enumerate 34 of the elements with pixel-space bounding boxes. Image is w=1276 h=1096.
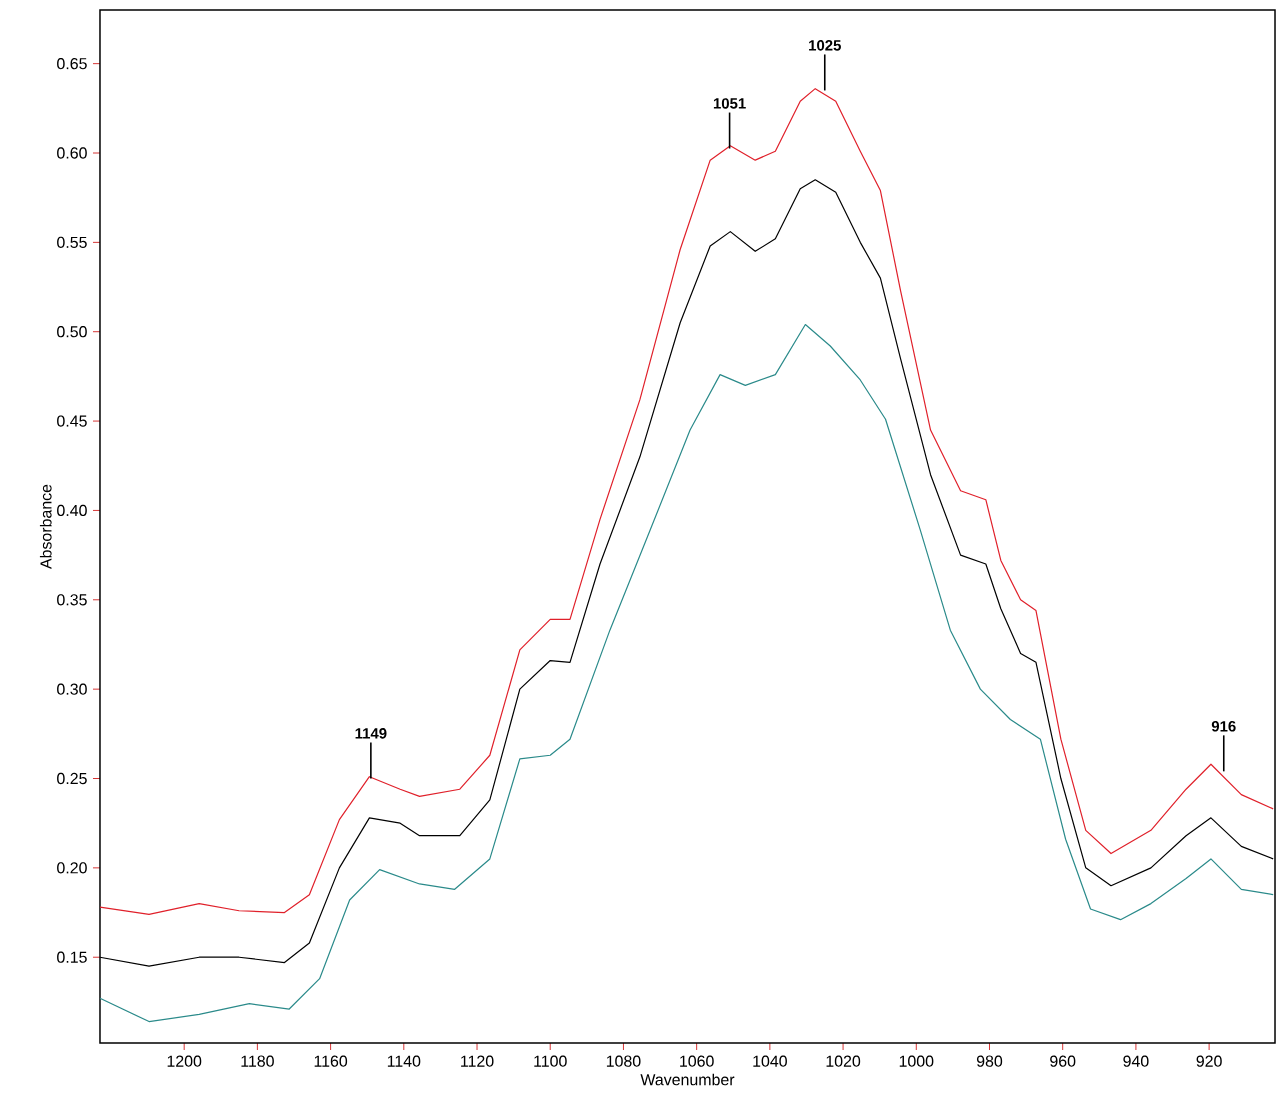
x-tick-label: 940	[1123, 1055, 1149, 1067]
y-tick-label: 0.35	[57, 594, 87, 606]
y-tick-label: 0.60	[57, 147, 87, 159]
x-axis-title: Wavenumber	[640, 1073, 735, 1086]
annotation: 1025	[809, 40, 841, 51]
annotation: 916	[1211, 720, 1236, 732]
x-tick-label: 1060	[680, 1055, 714, 1067]
x-tick-label: 980	[976, 1055, 1003, 1067]
y-tick-label: 0.30	[57, 683, 87, 695]
x-tick-label: 1100	[534, 1055, 567, 1067]
x-tick-label: 1160	[314, 1055, 348, 1067]
x-tick-label: 1200	[167, 1055, 202, 1067]
x-tick-label: 1180	[241, 1055, 274, 1067]
x-tick-label: 1080	[606, 1055, 641, 1067]
x-tick-label: 960	[1050, 1055, 1076, 1067]
y-tick-label: 0.55	[57, 236, 87, 248]
line-series	[99, 323, 1274, 1023]
x-tick-label: 1140	[387, 1055, 421, 1067]
line-series	[99, 88, 1274, 915]
y-tick-label: 0.15	[57, 951, 87, 963]
x-tick-label: 920	[1196, 1055, 1222, 1067]
annotation: 1149	[355, 728, 387, 739]
y-tick-label: 0.40	[57, 504, 87, 517]
x-tick-label: 1020	[826, 1055, 861, 1067]
y-tick-label: 0.65	[57, 58, 87, 70]
x-tick-label: 1040	[753, 1055, 787, 1067]
x-tick-label: 1000	[899, 1055, 934, 1067]
y-axis-title: Absorbance	[39, 484, 52, 570]
y-tick-label: 0.45	[57, 415, 87, 427]
y-tick-label: 0.20	[57, 862, 87, 874]
y-tick-label: 0.50	[57, 326, 87, 338]
x-tick-label: 1120	[461, 1055, 494, 1067]
annotation: 1051	[713, 98, 746, 109]
y-tick-label: 0.25	[57, 772, 87, 785]
